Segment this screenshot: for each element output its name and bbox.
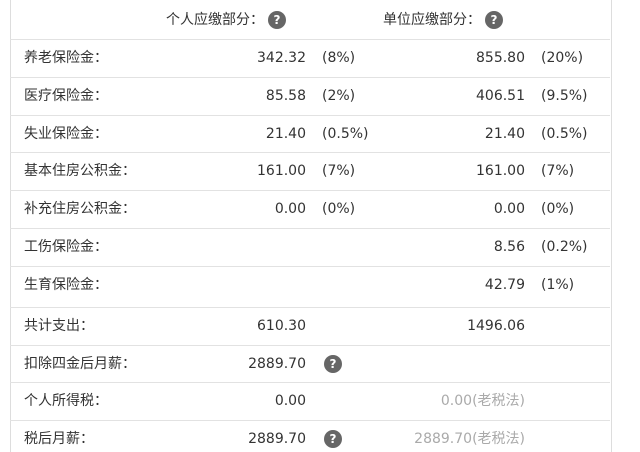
header-company: 单位应缴部分： [383, 12, 481, 28]
row-separator [10, 265, 610, 267]
company-amount: 0.00 [493, 201, 525, 218]
row-separator [10, 76, 610, 78]
personal-amount: 161.00 [257, 163, 306, 180]
help-icon: ? [324, 429, 342, 448]
summary-label: 税后月薪： [24, 430, 94, 447]
company-rate: (1%) [541, 276, 575, 293]
company-rate: (0%) [541, 201, 575, 218]
row-separator [10, 228, 610, 229]
company-rate: (0.2%) [541, 239, 588, 255]
company-amount: 1496.06 [467, 318, 525, 334]
row-separator [10, 190, 610, 192]
company-amount: 855.80 [476, 50, 525, 66]
summary-label: 共计支出： [24, 318, 94, 334]
row-separator [10, 152, 610, 154]
personal-amount: 342.32 [257, 50, 306, 66]
personal-amount: 0.00 [274, 201, 306, 218]
summary-label: 扣除四金后月薪： [24, 355, 136, 372]
old-tax-amount: 2889.70(老税法) [414, 430, 525, 447]
company-rate: (0.5%) [541, 125, 588, 142]
company-amount: 21.40 [484, 125, 525, 142]
row-label: 养老保险金： [24, 50, 108, 66]
company-amount: 406.51 [476, 87, 525, 104]
company-amount: 42.79 [484, 276, 525, 293]
company-rate: (7%) [541, 163, 575, 180]
personal-rate: (0.5%) [322, 125, 369, 142]
personal-amount: 85.58 [265, 87, 306, 104]
personal-amount: 21.40 [265, 125, 306, 142]
company-amount: 161.00 [476, 163, 525, 180]
company-amount: 8.56 [493, 239, 525, 255]
row-label: 补充住房公积金： [24, 201, 136, 218]
row-separator [10, 307, 610, 308]
help-icon: ? [324, 354, 342, 373]
personal-amount: 0.00 [274, 393, 306, 409]
summary-label: 个人所得税： [24, 393, 108, 409]
row-label: 生育保险金： [24, 276, 108, 293]
personal-amount: 2889.70 [248, 430, 306, 447]
row-label: 工伤保险金： [24, 239, 108, 255]
row-separator [10, 419, 610, 421]
personal-rate: (8%) [322, 50, 356, 66]
company-rate: (20%) [541, 50, 584, 66]
personal-rate: (2%) [322, 87, 356, 104]
help-icon: ? [485, 11, 503, 29]
row-separator [10, 114, 610, 116]
row-label: 失业保险金： [24, 125, 108, 142]
table-frame [10, 0, 612, 452]
personal-amount: 610.30 [257, 318, 306, 334]
personal-rate: (7%) [322, 163, 356, 180]
row-separator [10, 344, 610, 346]
row-separator [10, 382, 610, 383]
row-separator [10, 39, 610, 40]
row-label: 基本住房公积金： [24, 163, 136, 180]
header-personal: 个人应缴部分： [166, 12, 264, 28]
company-rate: (9.5%) [541, 87, 588, 104]
row-label: 医疗保险金： [24, 87, 108, 104]
old-tax-amount: 0.00(老税法) [440, 393, 525, 409]
help-icon: ? [268, 11, 286, 29]
personal-rate: (0%) [322, 201, 356, 218]
personal-amount: 2889.70 [248, 355, 306, 372]
